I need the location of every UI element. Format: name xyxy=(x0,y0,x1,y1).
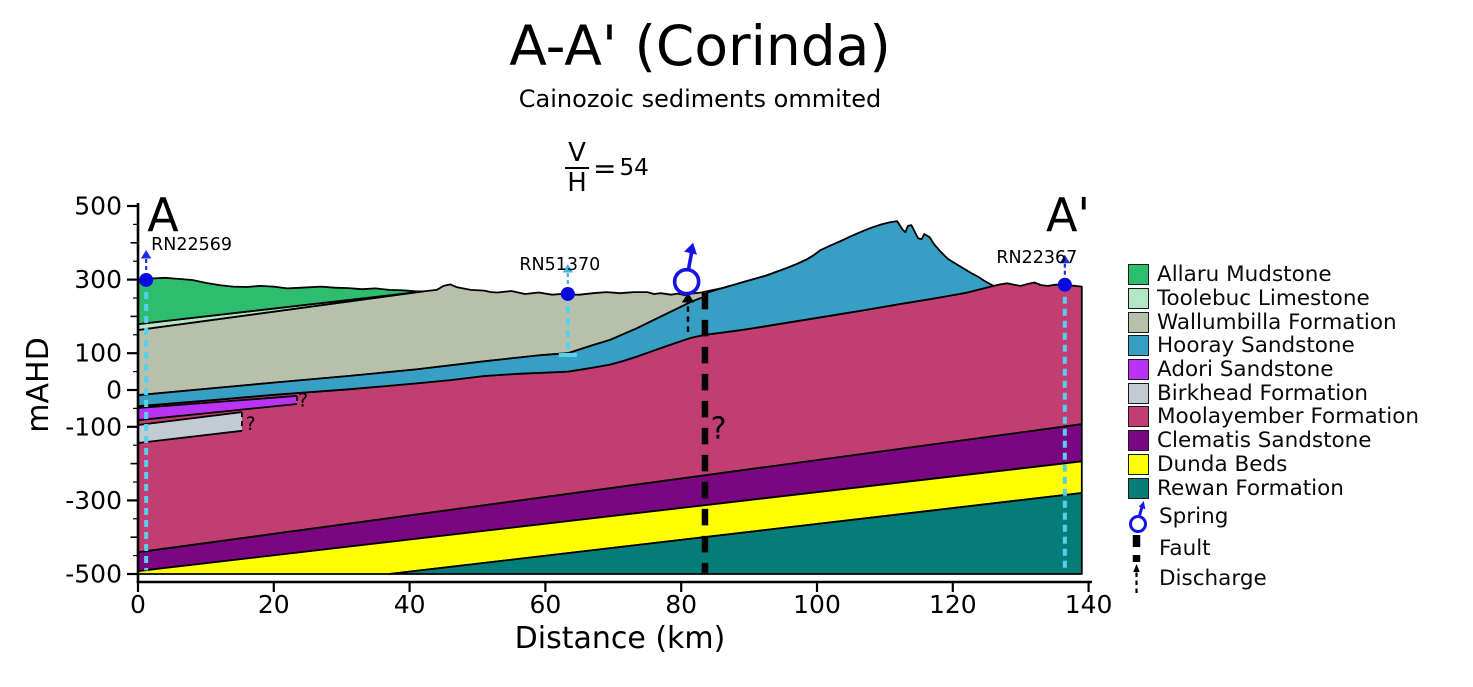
scale-denominator: H xyxy=(567,168,587,198)
legend-item-rewan-formation: Rewan Formation xyxy=(1128,475,1419,501)
well-flow-arrow-head-RN22569 xyxy=(140,250,152,259)
spring-icon xyxy=(672,267,701,296)
spring-stem xyxy=(1138,506,1144,516)
legend-label: Birkhead Formation xyxy=(1157,380,1369,406)
discharge-arrow-head xyxy=(681,292,695,303)
legend-item-moolayember-formation: Moolayember Formation xyxy=(1128,404,1419,430)
fault-icon xyxy=(1132,534,1141,562)
well-dot-RN22367 xyxy=(1057,277,1072,292)
legend-swatch xyxy=(1128,430,1149,452)
legend-item-adori-sandstone: Adori Sandstone xyxy=(1128,357,1419,383)
question-mark-1: ? xyxy=(298,389,308,411)
well-flow-arrow-head-RN51370 xyxy=(562,264,573,273)
scale-value: 54 xyxy=(619,155,649,181)
legend-item-discharge: Discharge xyxy=(1128,563,1419,595)
legend-swatch xyxy=(1128,382,1149,404)
chart-title: A-A' (Corinda) xyxy=(509,14,891,78)
y-tick-label-500: 500 xyxy=(74,192,122,221)
x-tick-label-0: 0 xyxy=(130,590,146,619)
y-tick-label--300: -300 xyxy=(65,486,122,515)
legend: Allaru Mudstone Toolebuc Limestone Wallu… xyxy=(1128,262,1419,595)
legend-symbol-label: Spring xyxy=(1159,504,1229,530)
scale-numerator: V xyxy=(568,138,586,168)
y-tick-label-100: 100 xyxy=(74,339,122,368)
well-label-RN51370: RN51370 xyxy=(519,255,600,275)
y-axis-label: mAHD xyxy=(21,337,56,432)
layer-adori-sandstone xyxy=(138,395,297,421)
legend-item-wallumbilla-formation: Wallumbilla Formation xyxy=(1128,309,1419,335)
scale-ratio: V H = 54 xyxy=(565,140,649,196)
legend-label: Wallumbilla Formation xyxy=(1157,309,1397,335)
legend-swatch xyxy=(1128,359,1149,381)
x-tick-label-120: 120 xyxy=(929,590,977,619)
layer-hooray-sandstone xyxy=(137,220,995,408)
legend-item-dunda-beds: Dunda Beds xyxy=(1128,451,1419,477)
legend-symbol-label: Fault xyxy=(1159,535,1211,561)
legend-item-spring: Spring xyxy=(1128,500,1419,534)
legend-item-birkhead-formation: Birkhead Formation xyxy=(1128,380,1419,406)
legend-item-fault: Fault xyxy=(1128,534,1419,563)
legend-label: Adori Sandstone xyxy=(1157,357,1334,383)
layer-rewan-formation xyxy=(388,492,1083,575)
legend-swatch xyxy=(1128,311,1149,333)
layer-birkhead-formation xyxy=(138,412,242,443)
discharge-icon xyxy=(1133,563,1140,593)
legend-item-allaru-mudstone: Allaru Mudstone xyxy=(1128,262,1419,288)
x-axis-label: Distance (km) xyxy=(515,621,726,656)
legend-label: Clematis Sandstone xyxy=(1157,428,1372,454)
legend-label: Toolebuc Limestone xyxy=(1157,286,1370,312)
legend-item-hooray-sandstone: Hooray Sandstone xyxy=(1128,333,1419,359)
well-dot-RN51370 xyxy=(560,286,575,301)
spring-arrow-head xyxy=(684,242,697,255)
question-mark-0: ? xyxy=(711,412,727,447)
legend-label: Moolayember Formation xyxy=(1157,404,1419,430)
x-tick-label-40: 40 xyxy=(394,590,426,619)
question-mark-2: ? xyxy=(246,413,256,435)
legend-label: Hooray Sandstone xyxy=(1157,333,1355,359)
well-label-RN22367: RN22367 xyxy=(996,248,1077,268)
section-end-label-0: A xyxy=(147,188,179,242)
legend-swatch xyxy=(1128,335,1149,357)
section-end-label-1: A' xyxy=(1046,188,1090,242)
legend-swatch xyxy=(1128,477,1149,499)
x-tick-label-100: 100 xyxy=(793,590,841,619)
legend-item-toolebuc-limestone: Toolebuc Limestone xyxy=(1128,286,1419,312)
legend-item-clematis-sandstone: Clematis Sandstone xyxy=(1128,428,1419,454)
title-block: A-A' (Corinda) Cainozoic sediments ommit… xyxy=(360,14,1040,113)
x-tick-label-60: 60 xyxy=(529,590,561,619)
fraction-bar xyxy=(565,167,589,169)
legend-swatch xyxy=(1128,288,1149,310)
legend-label: Allaru Mudstone xyxy=(1157,262,1332,288)
chart-subtitle: Cainozoic sediments ommited xyxy=(518,84,882,113)
well-dot-RN22569 xyxy=(139,272,154,287)
spring-head xyxy=(1138,500,1146,510)
y-tick-label-0: 0 xyxy=(106,376,122,405)
y-tick-label--100: -100 xyxy=(65,412,122,441)
discharge-head xyxy=(1133,563,1140,572)
spring-icon xyxy=(1129,500,1147,533)
legend-label: Rewan Formation xyxy=(1157,475,1344,501)
legend-label: Dunda Beds xyxy=(1157,451,1288,477)
layer-allaru-mudstone xyxy=(137,276,425,326)
legend-swatch xyxy=(1128,406,1149,428)
well-flow-arrow-head-RN22367 xyxy=(1059,254,1071,264)
legend-symbol-label: Discharge xyxy=(1159,566,1267,592)
well-label-RN22569: RN22569 xyxy=(151,235,232,255)
y-tick-label--500: -500 xyxy=(65,560,122,589)
spring-circle xyxy=(1129,514,1147,533)
x-tick-label-140: 140 xyxy=(1065,590,1113,619)
scale-fraction: V H xyxy=(565,140,589,196)
legend-swatch xyxy=(1128,264,1149,286)
x-tick-label-80: 80 xyxy=(665,590,697,619)
legend-swatch xyxy=(1128,453,1149,475)
x-tick-label-20: 20 xyxy=(258,590,290,619)
scale-equals: = xyxy=(593,151,617,185)
y-tick-label-300: 300 xyxy=(74,265,122,294)
